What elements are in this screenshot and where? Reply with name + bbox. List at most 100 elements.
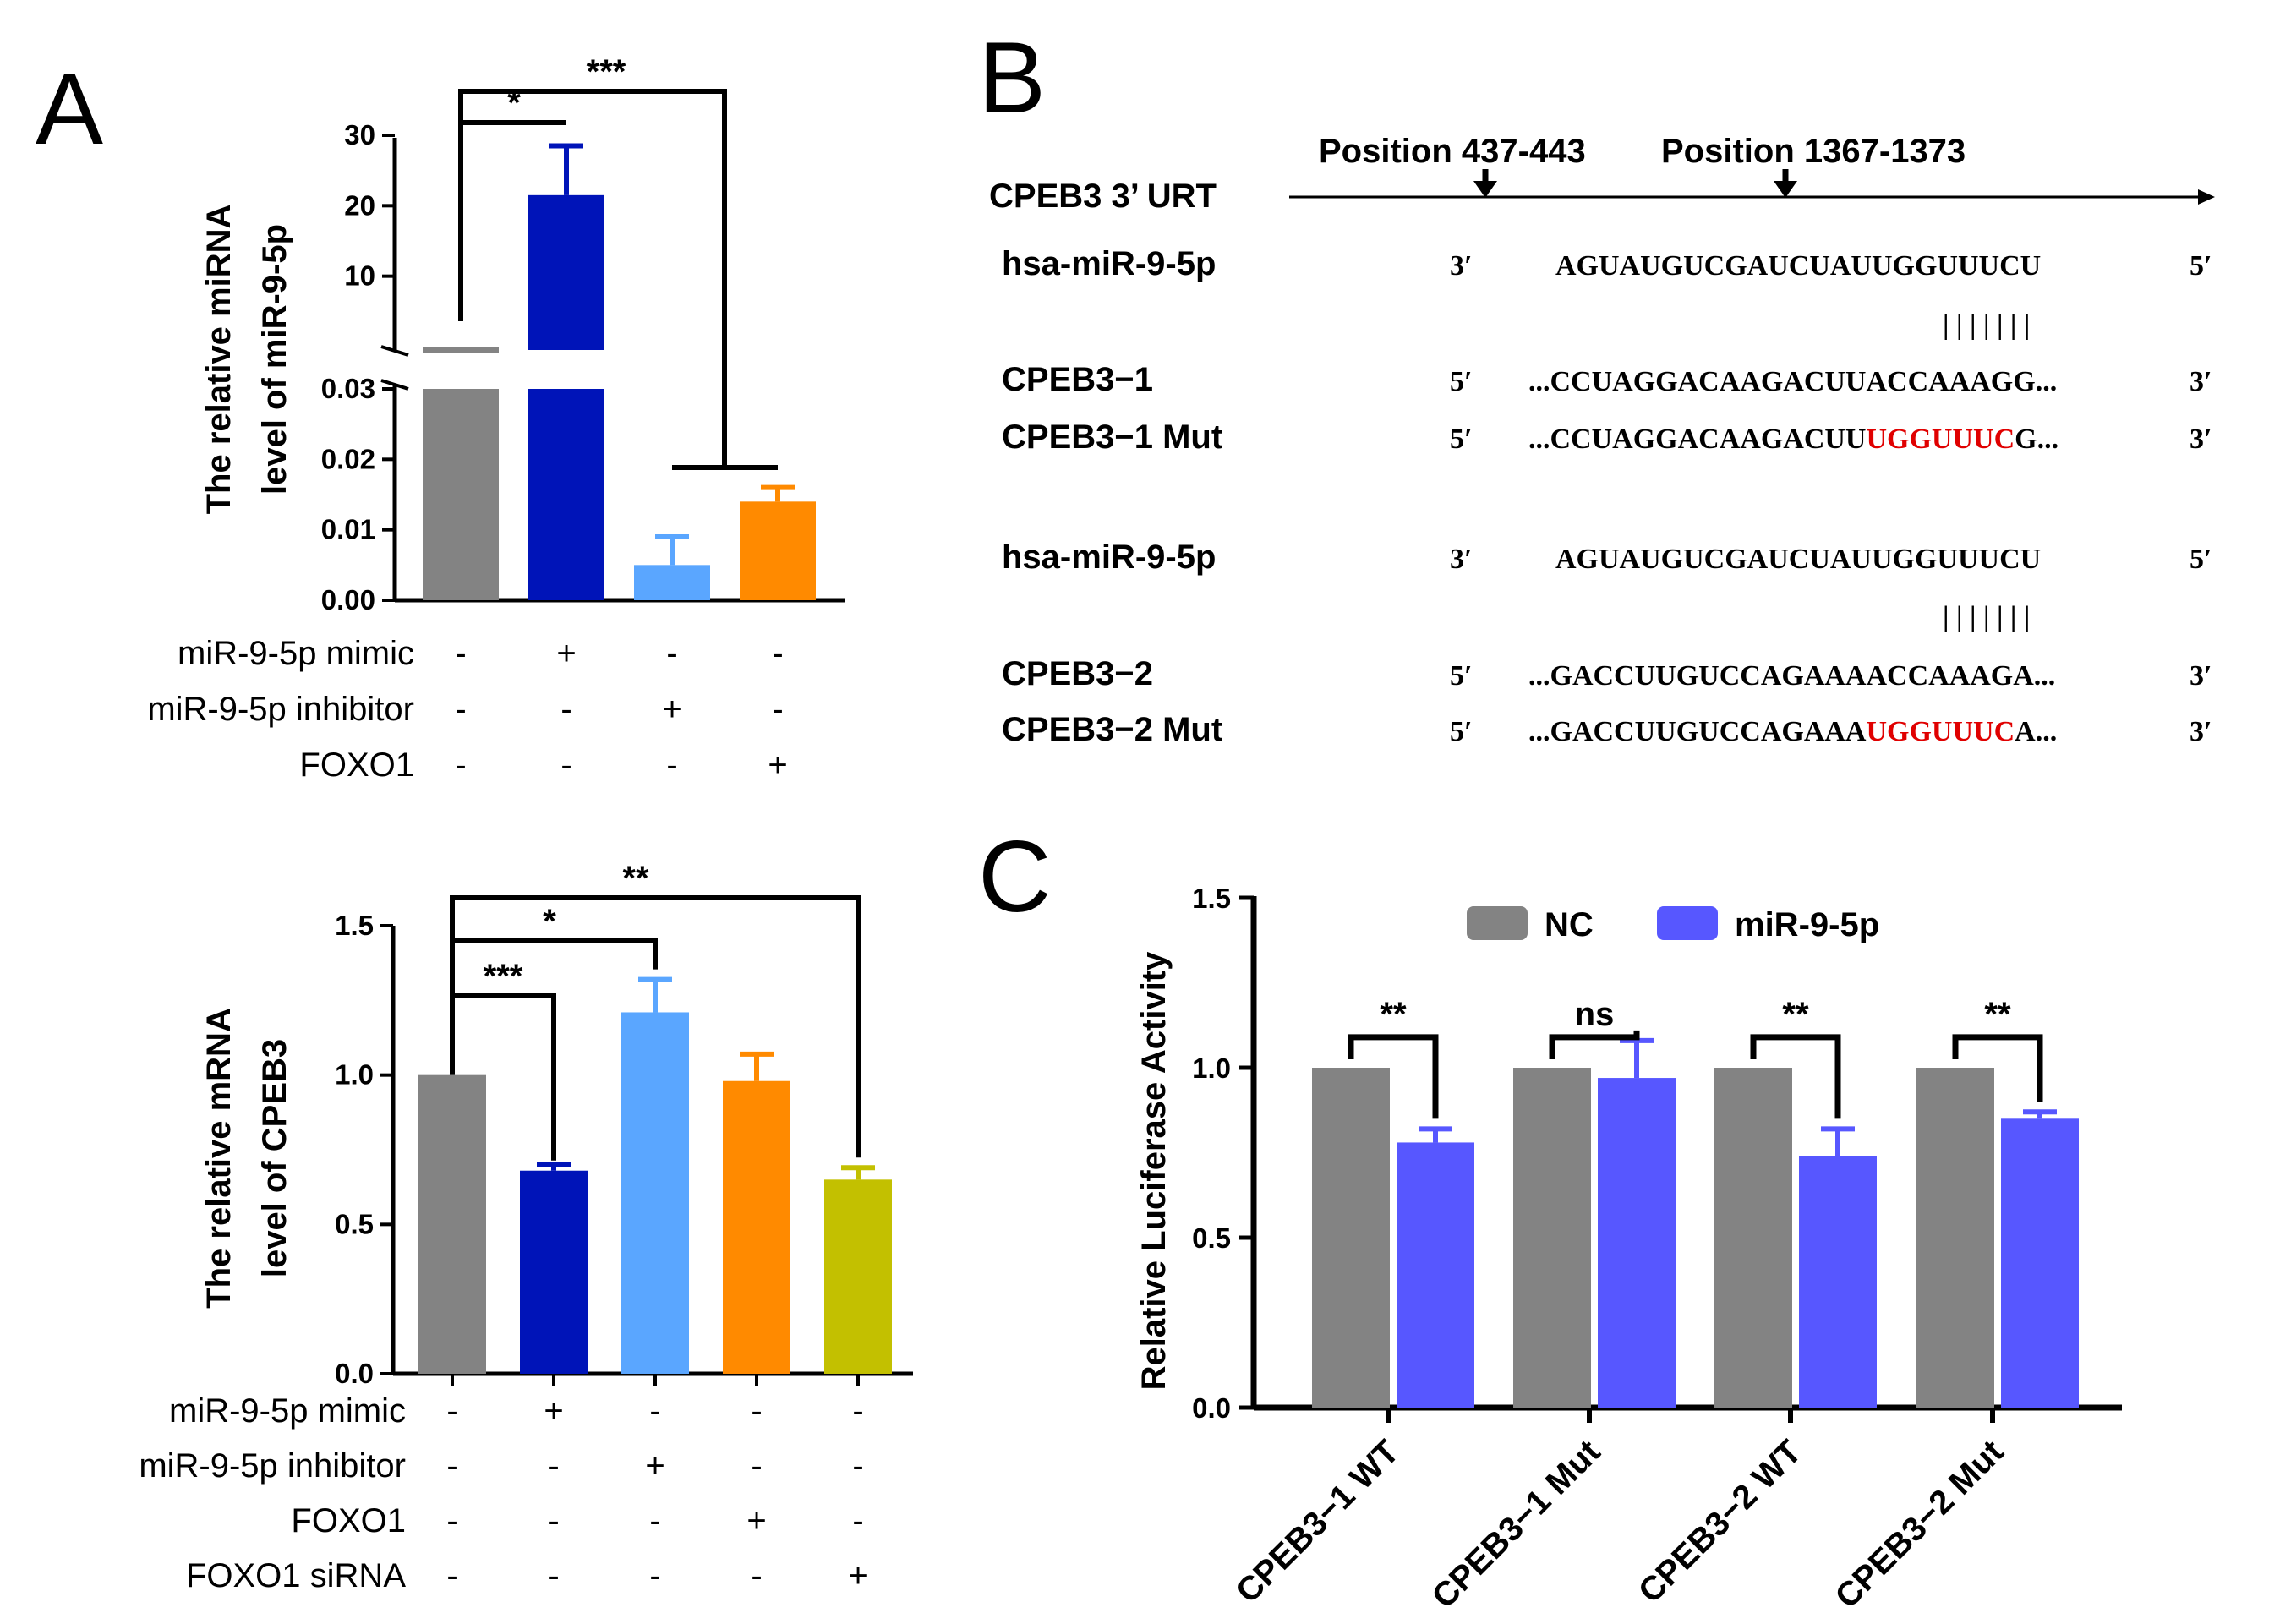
position-label-2: Position 1367-1373: [1661, 133, 1966, 170]
condition-sign: -: [455, 635, 466, 672]
sig-a-bot-3-line: [450, 895, 861, 1158]
ytick-label: 0.03: [321, 373, 375, 404]
sequence-end-right: 3′: [2190, 366, 2212, 397]
sequence-tail: G...: [2015, 424, 2059, 455]
condition-sign: +: [848, 1557, 867, 1594]
bar-3-mir: [1799, 1126, 1877, 1408]
bar-1: [418, 1074, 486, 1386]
sequence-name: hsa-miR-9-5p: [1002, 539, 1216, 576]
bar-rect-lower: [528, 389, 604, 600]
sig-bracket-1: [1348, 1034, 1439, 1119]
bar-1: [423, 347, 499, 600]
bar-3-nc: [1714, 1068, 1792, 1408]
condition-sign: -: [666, 635, 677, 672]
condition-sign: -: [446, 1447, 457, 1485]
bar-rect: [423, 389, 499, 600]
bar-4-mir: [2001, 1109, 2079, 1408]
bar-rect: [418, 1074, 486, 1374]
panel-label-b: B: [978, 21, 1046, 134]
sequence-row: CPEB3−1 Mut 5′ ...CCUAGGACAAGACUUUGGUUUCG.…: [1002, 418, 2212, 456]
condition-sign: -: [649, 1392, 660, 1430]
ytick-label: 1.5: [335, 910, 374, 941]
condition-label: FOXO1: [299, 746, 414, 784]
bar-rect: [723, 1080, 790, 1374]
sig-a-bot-1-label: ***: [484, 958, 523, 995]
bar-rect: [621, 1012, 689, 1374]
sequence-end-left: 5′: [1450, 424, 1473, 455]
condition-sign: -: [560, 746, 571, 784]
position-arrow-1: [1473, 169, 1497, 198]
sig-label-3: **: [1782, 996, 1809, 1033]
ytick-label: 1.0: [335, 1059, 374, 1091]
position-arrow-2: [1774, 169, 1797, 198]
bar-4-nc: [1916, 1068, 1994, 1408]
condition-sign: -: [751, 1392, 762, 1430]
panel-label-c: C: [978, 820, 1052, 933]
condition-sign: -: [455, 691, 466, 728]
bar-4: [740, 484, 816, 600]
sig-a-bot-2-label: *: [543, 903, 556, 940]
bar-rect: [1397, 1142, 1474, 1408]
utr-label: CPEB3 3’ URT: [989, 178, 1217, 215]
ytick-label: 1.5: [1192, 883, 1231, 914]
sequence-end-left: 3′: [1450, 250, 1473, 282]
legend-label-2: miR-9-5p: [1735, 906, 1879, 943]
sequence-end-right: 5′: [2190, 250, 2212, 282]
sequence-text: AGUAUGUCGAUCUAUUGGUUUCU: [1555, 544, 2041, 575]
bar-rect-upper: [528, 194, 604, 350]
sequence-end-left: 5′: [1450, 660, 1473, 692]
sequence-text: ...CCUAGGACAAGACUUUGGUUUCG...: [1528, 424, 2059, 455]
bar-5: [824, 1165, 892, 1386]
bar-2-nc: [1513, 1068, 1591, 1408]
condition-sign: -: [751, 1447, 762, 1485]
condition-sign: -: [446, 1502, 457, 1539]
condition-sign: +: [746, 1502, 766, 1539]
condition-sign: -: [852, 1392, 863, 1430]
bar-rect: [740, 501, 816, 600]
ytick-label: 0.02: [321, 443, 375, 474]
condition-sign: -: [649, 1557, 660, 1594]
condition-sign: -: [649, 1502, 660, 1539]
condition-sign: +: [556, 635, 576, 672]
sequence-mutation: UGGUUUC: [1866, 424, 2015, 455]
condition-sign: +: [768, 746, 787, 784]
bar-rect: [1312, 1068, 1390, 1408]
panel-a-top: A The relative miRNA level of miR-9-5p 0…: [36, 52, 845, 784]
legend-swatch-2: [1657, 906, 1718, 940]
sequence-main: AGUAUGUCGAUCUAUUGGUUUCU: [1555, 544, 2041, 575]
condition-sign: +: [645, 1447, 664, 1485]
panel-label-a: A: [36, 52, 103, 166]
sig-bracket-4: [1952, 1034, 2043, 1102]
condition-sign: +: [544, 1392, 563, 1430]
sequence-end-left: 5′: [1450, 716, 1473, 747]
ytick-label: 0.0: [335, 1358, 374, 1389]
bar-3: [621, 976, 689, 1386]
bar-1-nc: [1312, 1068, 1390, 1408]
sequence-main: ...CCUAGGACAAGACUU: [1528, 424, 1866, 455]
legend-label-1: NC: [1545, 906, 1594, 943]
condition-label: FOXO1: [291, 1502, 406, 1539]
condition-label: FOXO1 siRNA: [186, 1557, 406, 1594]
panel-a-top-ylabel-1: The relative miRNA: [200, 205, 238, 515]
category-label-2: CPEB3−1 Mut: [1425, 1433, 1608, 1616]
panel-a-bottom: The relative mRNA level of CPEB3 0.0 0.5 1…: [139, 860, 913, 1594]
condition-sign: -: [852, 1447, 863, 1485]
bar-rect: [1916, 1068, 1994, 1408]
sig-label-2: ns: [1575, 996, 1615, 1033]
bar-rect: [520, 1170, 588, 1374]
utr-arrowhead: [2198, 189, 2215, 205]
sig-a-bot-3-label: **: [622, 860, 649, 897]
panel-a-bottom-ylabel-1: The relative mRNA: [200, 1008, 238, 1309]
ytick-label: 0.5: [335, 1208, 374, 1239]
sequence-row: hsa-miR-9-5p 3′ AGUAUGUCGAUCUAUUGGUUUCU 5′: [1002, 539, 2212, 576]
panel-a-top-ylabel-2: level of miR-9-5p: [256, 224, 293, 495]
condition-sign: -: [666, 746, 677, 784]
condition-sign: -: [446, 1557, 457, 1594]
pairing-lines-1: | | | | | | |: [1943, 309, 2030, 341]
sig-bracket-2: [1549, 1030, 1640, 1059]
panel-a-bottom-ylabel-2: level of CPEB3: [256, 1039, 293, 1277]
ytick-label: 0.0: [1192, 1392, 1231, 1424]
condition-sign: -: [548, 1502, 559, 1539]
sequence-main: AGUAUGUCGAUCUAUUGGUUUCU: [1555, 250, 2041, 282]
